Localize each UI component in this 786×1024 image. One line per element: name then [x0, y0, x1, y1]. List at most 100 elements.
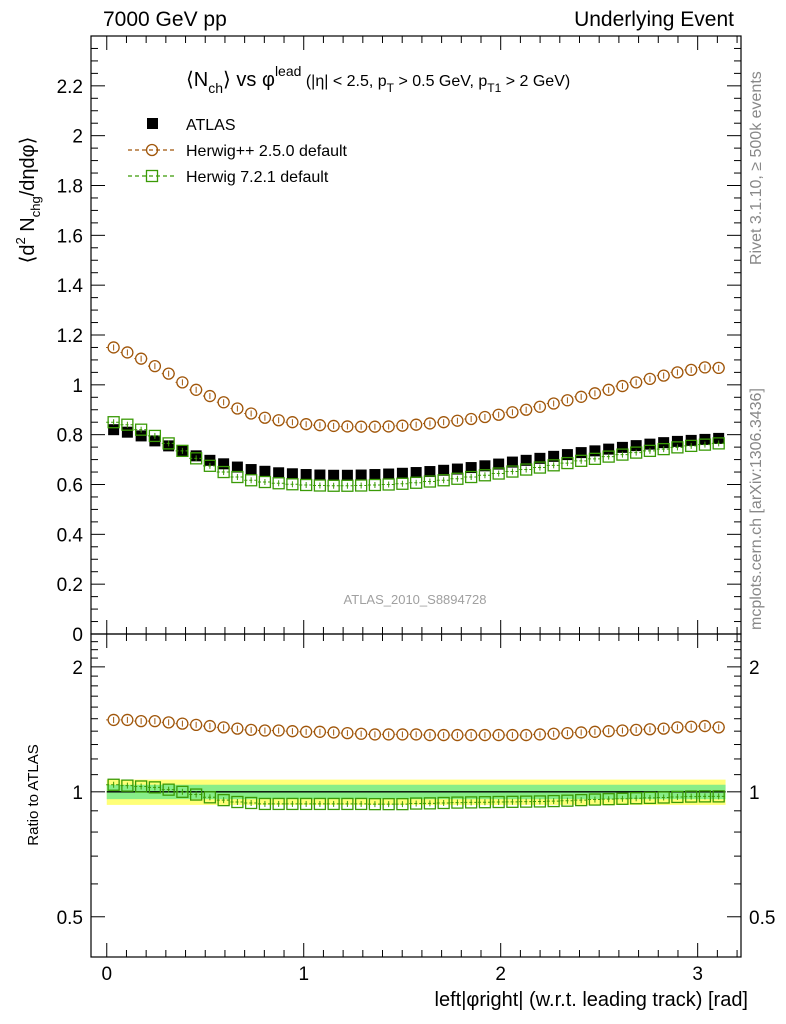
atlas-point — [259, 465, 271, 477]
ratio-herwig7-point — [410, 797, 423, 810]
ratio-ylabel: Ratio to ATLAS — [25, 744, 42, 845]
atlas-point — [424, 466, 436, 478]
ratio-herwig7-point — [547, 794, 560, 808]
atlas-point — [658, 437, 670, 449]
ratio-herwig7-point — [602, 793, 615, 806]
herwig7-point — [382, 478, 395, 491]
ratio-herwig7-point — [217, 793, 230, 807]
atlas-point — [355, 469, 367, 481]
atlas-point — [548, 450, 560, 462]
main-ytick-label: 1.6 — [57, 226, 83, 247]
main-axes: 0 0.2 0.4 0.6 0.8 1 1.2 1.4 1.6 1.8 2 2.2 — [57, 35, 741, 646]
main-ytick-label: 0.8 — [57, 426, 83, 447]
ratio-herwig7-point — [148, 781, 162, 794]
herwig7-point — [299, 478, 313, 492]
atlas-point — [630, 440, 642, 452]
ratio-herwig7-point — [244, 796, 258, 810]
ratio-data — [106, 713, 726, 811]
ratio-herwig7-point — [286, 797, 299, 811]
xtick-label: 1 — [298, 964, 309, 985]
atlas-point — [520, 454, 532, 466]
ratio-herwig7-point — [231, 795, 244, 809]
atlas-point — [273, 467, 285, 479]
herwig7-point — [286, 478, 299, 491]
herwig7-point — [258, 475, 272, 489]
main-ytick-label: 2 — [72, 127, 83, 148]
ratio-herwig7-point — [299, 797, 313, 811]
legend: ATLAS Herwig++ 2.5.0 default Herwig 7.2.… — [128, 117, 348, 186]
header-left: 7000 GeV pp — [103, 8, 227, 31]
legend-label-herwig7: Herwig 7.2.1 default — [186, 169, 329, 186]
herwig7-point — [134, 423, 148, 436]
herwig7-point — [465, 470, 478, 484]
legend-marker-herwigpp — [145, 143, 159, 157]
atlas-point — [300, 469, 312, 481]
atlas-point — [383, 468, 395, 480]
main-ytick-label: 0.4 — [57, 525, 84, 546]
herwig7-point — [657, 442, 670, 456]
legend-marker-herwig7 — [145, 169, 159, 183]
herwig7-point — [561, 456, 574, 470]
ratio-herwig7-point — [368, 797, 382, 811]
main-ytick-label: 0.6 — [57, 476, 83, 497]
herwig7-point — [423, 475, 437, 488]
ratio-herwig7-point — [643, 791, 657, 805]
ratio-ytick-label-right: 0.5 — [749, 908, 775, 929]
herwig7-point — [478, 469, 492, 482]
ratio-herwig7-point — [465, 796, 478, 809]
herwig7-point — [368, 478, 382, 492]
atlas-point — [589, 445, 601, 457]
ratio-herwig7-point — [203, 791, 217, 804]
herwig7-point — [712, 437, 725, 450]
ratio-herwig7-point — [189, 788, 203, 801]
xtick-label: 3 — [692, 964, 703, 985]
ratio-herwig7-point — [506, 795, 519, 808]
ratio-herwig7-point — [272, 797, 285, 811]
xlabel: left|φright| (w.r.t. leading track) [rad… — [435, 989, 748, 1011]
ratio-herwig7-point — [176, 785, 189, 798]
ratio-herwig7-point — [533, 795, 547, 808]
herwig7-point — [643, 444, 657, 458]
atlas-point — [121, 426, 133, 438]
herwig7-point — [162, 437, 175, 450]
ratio-herwig7-point — [698, 790, 712, 803]
atlas-point — [218, 458, 230, 470]
herwig7-point — [630, 446, 643, 459]
atlas-point — [616, 441, 628, 453]
ratio-herwig7-point — [327, 797, 340, 811]
header-right: Underlying Event — [574, 8, 734, 31]
ratio-ytick-label-left: 2 — [72, 658, 83, 679]
ratio-herwig7-point — [382, 797, 395, 811]
legend-marker-atlas — [147, 118, 158, 129]
herwig7-point — [327, 479, 340, 492]
herwig7-point — [520, 463, 533, 476]
ratio-herwig7-point — [671, 790, 684, 804]
main-ytick-label: 0 — [72, 625, 83, 646]
atlas-point — [506, 456, 518, 468]
watermark: ATLAS_2010_S8894728 — [344, 592, 487, 607]
xtick-label: 0 — [101, 964, 112, 985]
ratio-herwig7-point — [616, 792, 629, 805]
herwig7-point — [492, 467, 505, 480]
herwig7-point — [272, 477, 285, 490]
atlas-point — [603, 443, 615, 455]
herwig7-point — [203, 459, 217, 472]
ratio-herwig7-point — [451, 796, 464, 809]
atlas-point — [438, 464, 450, 476]
xtick-label: 2 — [495, 964, 506, 985]
main-ytick-label: 0.2 — [57, 575, 83, 596]
ratio-herwig7-point — [354, 797, 368, 811]
herwig7-point — [575, 454, 588, 467]
ratio-herwig7-point — [313, 797, 327, 811]
ratio-ytick-label-left: 1 — [72, 783, 83, 804]
ratio-frame — [90, 633, 742, 958]
herwig7-point — [533, 461, 547, 474]
herwig7-point — [244, 474, 258, 487]
ratio-ytick-label-right: 1 — [749, 783, 760, 804]
herwig7-point — [107, 416, 120, 429]
ratio-ytick-label-right: 2 — [749, 658, 760, 679]
herwig7-point — [671, 441, 684, 454]
ratio-axes: 0 1 2 3 0.5 0.5 1 1 2 2 — [57, 634, 775, 985]
herwig7-point — [354, 479, 368, 492]
atlas-point — [479, 460, 491, 472]
